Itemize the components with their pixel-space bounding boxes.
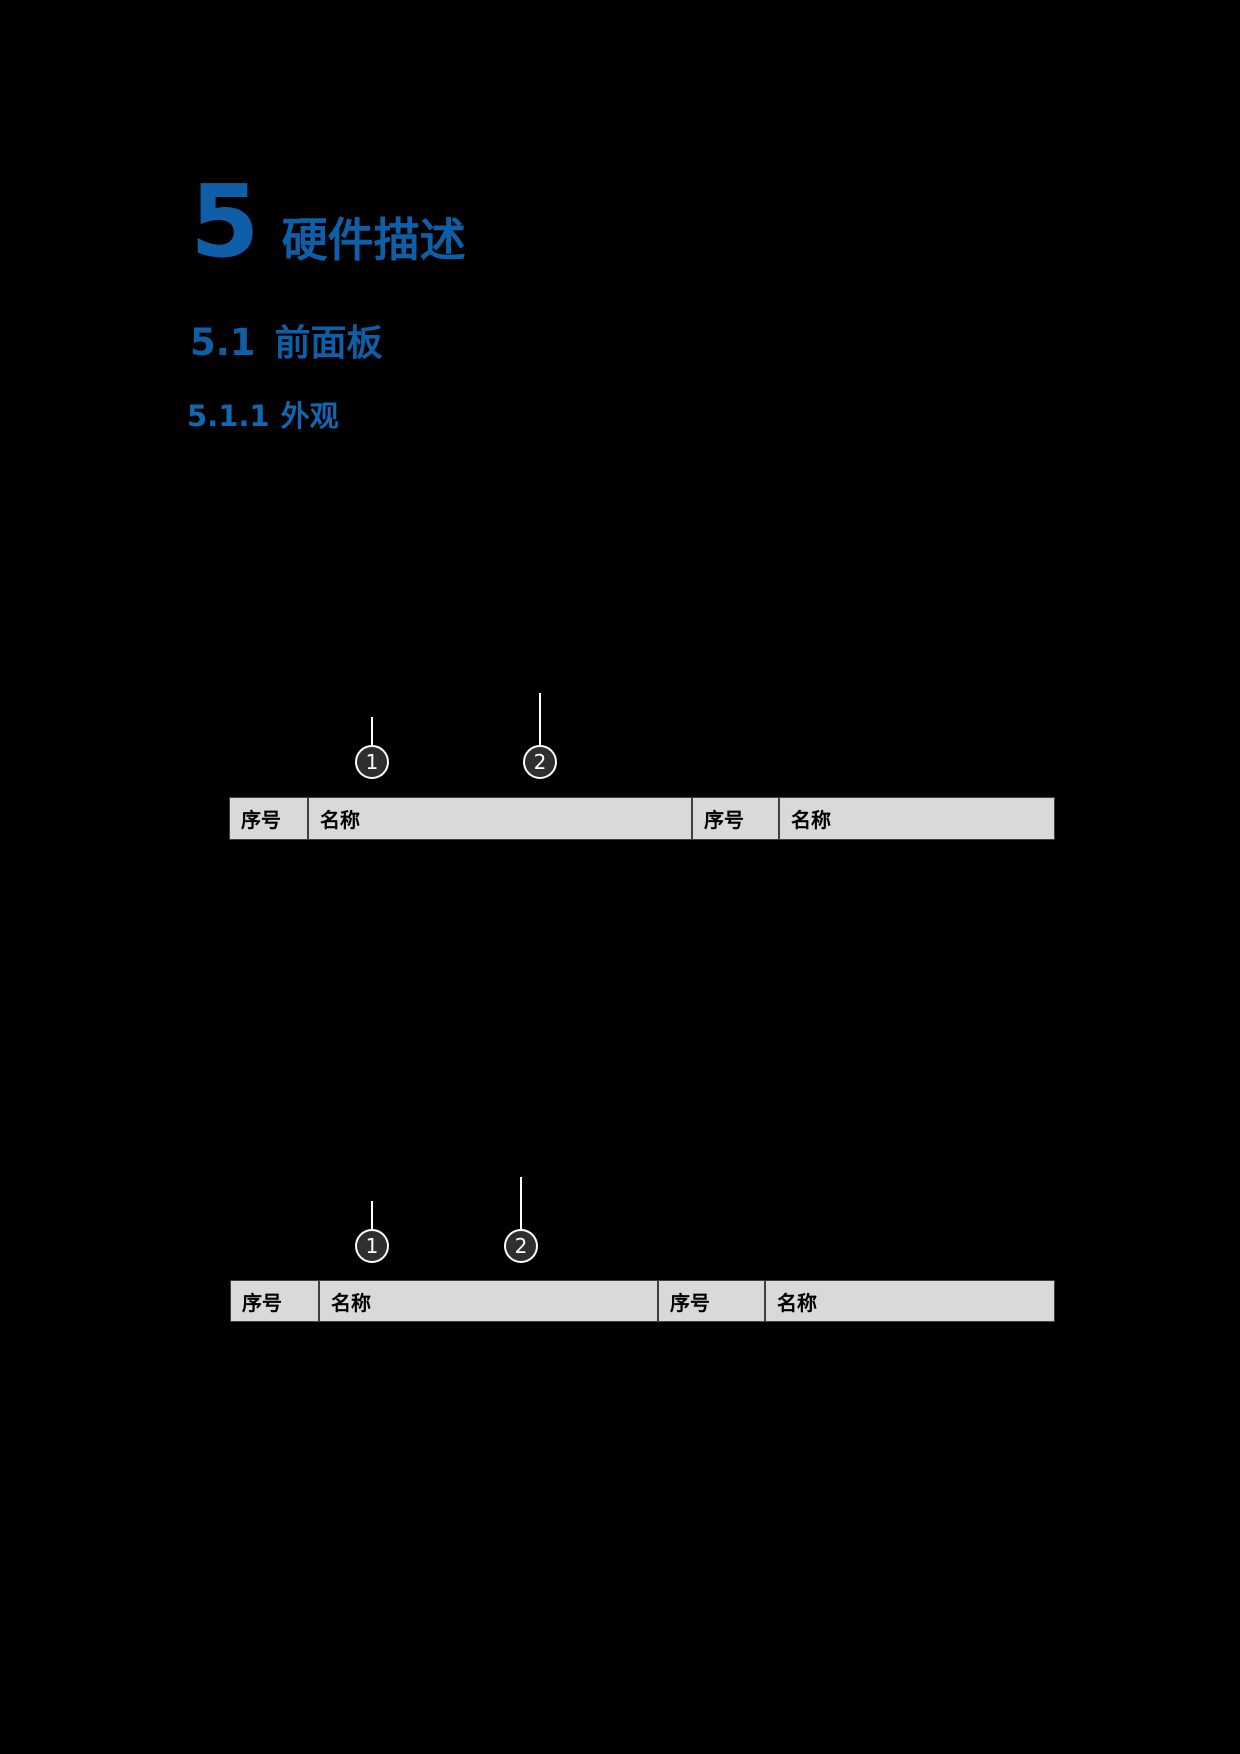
front-panel-table2-header-row: 序号 名称 序号 名称 bbox=[230, 1280, 1055, 1322]
table2-header-cell-name-right: 名称 bbox=[766, 1281, 1054, 1321]
figure2-callout1-leader-line bbox=[371, 1201, 373, 1229]
subsection-title: 外观 bbox=[280, 399, 339, 433]
table1-header-cell-name-left: 名称 bbox=[309, 798, 691, 839]
figure1-callout2-leader-line bbox=[539, 693, 541, 745]
figure2-callout-1-badge: 1 bbox=[355, 1229, 389, 1263]
subsection-heading: 5.1.1 外观 bbox=[187, 402, 339, 431]
chapter-heading: 5 硬件描述 bbox=[190, 172, 466, 272]
figure1-callout-2-badge: 2 bbox=[523, 745, 557, 779]
table1-header-cell-no-left: 序号 bbox=[230, 798, 307, 839]
section-number: 5.1 bbox=[190, 321, 256, 364]
figure2-callout2-leader-line bbox=[520, 1177, 522, 1229]
section-title: 前面板 bbox=[274, 323, 383, 364]
subsection-number: 5.1.1 bbox=[187, 399, 270, 433]
section-heading: 5.1 前面板 bbox=[190, 324, 383, 362]
table2-header-cell-no-right: 序号 bbox=[659, 1281, 764, 1321]
chapter-title: 硬件描述 bbox=[281, 213, 466, 267]
figure2-callout-2-badge: 2 bbox=[504, 1229, 538, 1263]
chapter-number: 5 bbox=[190, 163, 260, 280]
figure1-callout-1-badge: 1 bbox=[355, 745, 389, 779]
table1-header-cell-name-right: 名称 bbox=[780, 798, 1054, 839]
front-panel-table-header-row: 序号 名称 序号 名称 bbox=[229, 797, 1055, 840]
figure1-callout1-leader-line bbox=[371, 717, 373, 745]
table2-header-cell-no-left: 序号 bbox=[231, 1281, 318, 1321]
table2-header-cell-name-left: 名称 bbox=[320, 1281, 657, 1321]
table1-header-cell-no-right: 序号 bbox=[693, 798, 778, 839]
